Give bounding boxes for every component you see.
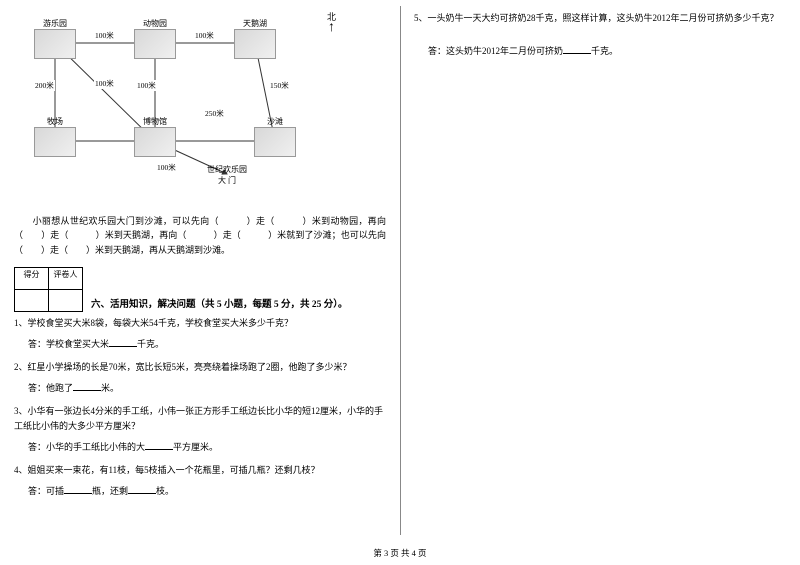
map-node-label: 大 门	[192, 175, 262, 186]
map-edge-label: 200米	[34, 80, 55, 91]
map-node-image-placeholder	[34, 29, 76, 59]
score-row: 得分 评卷人 六、活用知识，解决问题（共 5 小题，每题 5 分，共 25 分）…	[14, 267, 386, 312]
score-cell-blank2	[49, 290, 83, 312]
map-node-label: 世纪欢乐园	[192, 164, 262, 175]
section6-title: 六、活用知识，解决问题（共 5 小题，每题 5 分，共 25 分）。	[91, 296, 348, 312]
map-question-text: 小丽想从世纪欢乐园大门到沙滩，可以先向（ ）走（ ）米到动物园，再向（ ）走（ …	[14, 214, 386, 257]
a4-prefix: 答：可插	[28, 486, 64, 496]
map-edge-label: 100米	[94, 78, 115, 89]
map-node-youle: 游乐园	[32, 18, 78, 61]
map-edge-label: 250米	[204, 108, 225, 119]
score-cell-score: 得分	[15, 268, 49, 290]
a4-blank1	[64, 484, 92, 494]
a5-blank	[563, 44, 591, 54]
compass: 北 ↑	[327, 10, 336, 33]
map-node-dongwu: 动物园	[132, 18, 178, 61]
a3-prefix: 答：小华的手工纸比小伟的大	[28, 442, 145, 452]
map-node-image-placeholder	[234, 29, 276, 59]
a5-prefix: 答：这头奶牛2012年二月份可挤奶	[428, 46, 563, 56]
a2: 答：他跑了 米。	[28, 381, 386, 395]
q4: 4、姐姐买来一束花，有11枝，每5枝插入一个花瓶里，可插几瓶？还剩几枝？	[14, 463, 386, 478]
a4-mid: 瓶，还剩	[92, 486, 128, 496]
map-edge-label: 100米	[194, 30, 215, 41]
a5: 答：这头奶牛2012年二月份可挤奶 千克。	[428, 44, 786, 58]
a4: 答：可插 瓶，还剩 枝。	[28, 484, 386, 498]
score-box: 得分 评卷人	[14, 267, 83, 312]
a1-blank	[109, 337, 137, 347]
a3-blank	[145, 440, 173, 450]
page-container: 北 ↑ 游乐园 动物园 天鹅湖牧场 博物馆 沙滩世纪欢乐园大 门 100米 100米 100…	[0, 0, 800, 540]
map-node-gate: 世纪欢乐园大 门	[192, 164, 262, 186]
map-edge-label: 100米	[94, 30, 115, 41]
a3-suffix: 平方厘米。	[173, 442, 218, 452]
map-node-label: 沙滩	[252, 116, 298, 127]
q3: 3、小华有一张边长4分米的手工纸，小伟一张正方形手工纸边长比小华的短12厘米，小…	[14, 404, 386, 435]
q2: 2、红星小学操场的长是70米，宽比长短5米，亮亮绕着操场跑了2圈，他跑了多少米？	[14, 360, 386, 375]
map-node-label: 动物园	[132, 18, 178, 29]
map-node-image-placeholder	[134, 127, 176, 157]
map-edge-label: 100米	[156, 162, 177, 173]
a2-prefix: 答：他跑了	[28, 383, 73, 393]
a2-blank	[73, 381, 101, 391]
map-edge-label: 150米	[269, 80, 290, 91]
page-footer: 第 3 页 共 4 页	[0, 547, 800, 559]
a5-suffix: 千克。	[591, 46, 618, 56]
q5: 5、一头奶牛一天大约可挤奶28千克，照这样计算，这头奶牛2012年二月份可挤奶多…	[414, 11, 786, 26]
map-diagram: 北 ↑ 游乐园动物园天鹅湖牧场博物馆沙滩世纪欢乐园大 门 100米100米100…	[24, 8, 314, 208]
map-node-image-placeholder	[34, 127, 76, 157]
a1-suffix: 千克。	[137, 339, 164, 349]
map-node-label: 游乐园	[32, 18, 78, 29]
compass-arrow-icon: ↑	[327, 23, 336, 33]
map-node-shatan: 沙滩	[252, 116, 298, 159]
left-column: 北 ↑ 游乐园 动物园 天鹅湖牧场 博物馆 沙滩世纪欢乐园大 门 100米 100米 100…	[0, 0, 400, 540]
map-node-label: 博物馆	[132, 116, 178, 127]
map-node-image-placeholder	[254, 127, 296, 157]
map-node-label: 天鹅湖	[232, 18, 278, 29]
map-node-image-placeholder	[134, 29, 176, 59]
map-node-muchang: 牧场	[32, 116, 78, 159]
score-cell-grader: 评卷人	[49, 268, 83, 290]
score-cell-blank1	[15, 290, 49, 312]
a3: 答：小华的手工纸比小伟的大 平方厘米。	[28, 440, 386, 454]
a2-suffix: 米。	[101, 383, 119, 393]
map-node-label: 牧场	[32, 116, 78, 127]
a1-prefix: 答：学校食堂买大米	[28, 339, 109, 349]
right-column: 5、一头奶牛一天大约可挤奶28千克，照这样计算，这头奶牛2012年二月份可挤奶多…	[400, 0, 800, 540]
a4-blank2	[128, 484, 156, 494]
map-node-bowu: 博物馆	[132, 116, 178, 159]
q1: 1、学校食堂买大米8袋，每袋大米54千克，学校食堂买大米多少千克？	[14, 316, 386, 331]
map-node-tiane: 天鹅湖	[232, 18, 278, 61]
map-edge-label: 100米	[136, 80, 157, 91]
a4-suffix: 枝。	[156, 486, 174, 496]
a1: 答：学校食堂买大米 千克。	[28, 337, 386, 351]
